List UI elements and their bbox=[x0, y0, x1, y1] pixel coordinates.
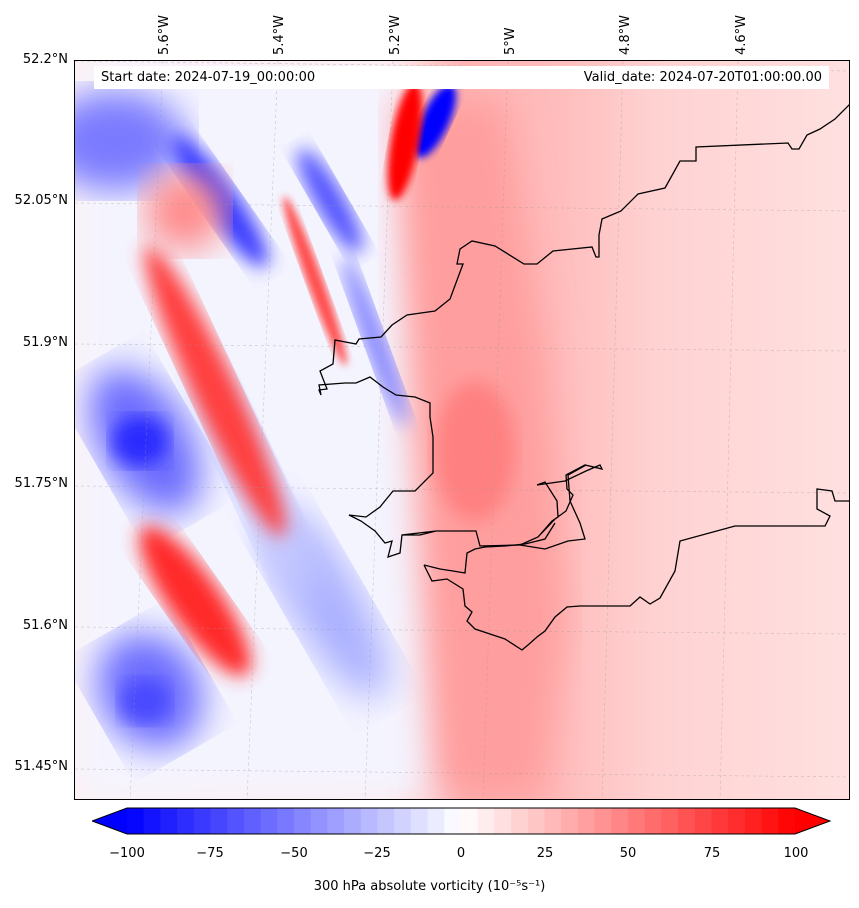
colorbar-cell bbox=[127, 808, 145, 834]
colorbar-cell bbox=[644, 808, 662, 834]
lat-label-51.9: 51.9°N bbox=[22, 335, 68, 350]
colorbar-tick-neg50: −50 bbox=[280, 846, 308, 861]
field-negative-jet bbox=[413, 84, 457, 158]
colorbar-label: 300 hPa absolute vorticity (10⁻⁵s⁻¹) bbox=[313, 879, 546, 894]
colorbar-cell bbox=[577, 808, 596, 834]
field-positive-core bbox=[435, 381, 515, 521]
colorbar-extend-min bbox=[92, 808, 127, 834]
colorbar-cell bbox=[344, 808, 362, 834]
date-annotation-box: Start date: 2024-07-19_00:00:00 Valid_da… bbox=[94, 66, 829, 89]
colorbar-cell bbox=[177, 808, 195, 834]
vorticity-field bbox=[75, 61, 849, 799]
colorbar-extend-max bbox=[795, 808, 830, 834]
colorbar-cell bbox=[628, 808, 646, 834]
start-date-label: Start date: 2024-07-19_00:00:00 bbox=[101, 70, 316, 85]
colorbar-cell bbox=[544, 808, 562, 834]
colorbar-cell bbox=[594, 808, 612, 834]
colorbar-cell bbox=[678, 808, 696, 834]
lat-label-52.05: 52.05°N bbox=[14, 193, 68, 208]
colorbar-cell bbox=[611, 808, 629, 834]
colorbar bbox=[92, 807, 832, 835]
colorbar-tick-75: 75 bbox=[703, 846, 721, 861]
colorbar-cell bbox=[728, 808, 746, 834]
colorbar-cell bbox=[494, 808, 512, 834]
field-negative-core bbox=[112, 416, 168, 466]
lon-label-5w: 5°W bbox=[503, 27, 518, 55]
colorbar-cells bbox=[127, 808, 796, 834]
lon-label-5.4w: 5.4°W bbox=[272, 14, 287, 55]
lon-label-4.8w: 4.8°W bbox=[618, 14, 633, 55]
colorbar-cell bbox=[260, 808, 278, 834]
field-negative-nw bbox=[75, 91, 185, 191]
colorbar-tick-neg100: −100 bbox=[109, 846, 145, 861]
field-positive-streak-3 bbox=[283, 196, 347, 366]
field-positive-max bbox=[387, 81, 423, 201]
lon-label-5.6w: 5.6°W bbox=[157, 14, 172, 55]
colorbar-tick-neg75: −75 bbox=[196, 846, 224, 861]
field-negative-streak-2 bbox=[297, 148, 363, 254]
colorbar-cell bbox=[477, 808, 495, 834]
colorbar-tick-100: 100 bbox=[783, 846, 809, 861]
coastline bbox=[318, 104, 849, 651]
field-positive-streak-1 bbox=[144, 245, 286, 537]
lat-label-51.6: 51.6°N bbox=[22, 618, 68, 633]
valid-date-label: Valid_date: 2024-07-20T01:00:00.00 bbox=[583, 70, 822, 85]
colorbar-cell bbox=[277, 808, 295, 834]
map-panel bbox=[74, 60, 850, 800]
colorbar-cell bbox=[761, 808, 779, 834]
colorbar-outline bbox=[92, 807, 832, 835]
field-positive-streak-2 bbox=[139, 525, 251, 677]
colorbar-cell bbox=[427, 808, 445, 834]
colorbar-cell bbox=[527, 808, 546, 834]
lat-label-51.75: 51.75°N bbox=[14, 476, 68, 491]
colorbar-cell bbox=[360, 808, 379, 834]
colorbar-cell bbox=[160, 808, 178, 834]
colorbar-cell bbox=[377, 808, 395, 834]
field-negative-sw bbox=[120, 679, 170, 723]
colorbar-cell bbox=[694, 808, 713, 834]
colorbar-tick-0: 0 bbox=[456, 846, 466, 861]
lat-label-52.2: 52.2°N bbox=[22, 52, 68, 67]
colorbar-cell bbox=[711, 808, 729, 834]
colorbar-cell bbox=[243, 808, 262, 834]
colorbar-cell bbox=[444, 808, 462, 834]
field-positive-lobe bbox=[145, 171, 225, 251]
colorbar-cell bbox=[210, 808, 228, 834]
colorbar-cell bbox=[327, 808, 345, 834]
colorbar-cell bbox=[143, 808, 161, 834]
colorbar-tick-25: 25 bbox=[536, 846, 554, 861]
colorbar-cell bbox=[744, 808, 763, 834]
colorbar-cell bbox=[778, 808, 796, 834]
colorbar-tick-50: 50 bbox=[619, 846, 637, 861]
colorbar-cell bbox=[561, 808, 579, 834]
colorbar-cell bbox=[310, 808, 328, 834]
lat-label-51.45: 51.45°N bbox=[14, 759, 68, 774]
lon-label-4.6w: 4.6°W bbox=[734, 14, 749, 55]
field-negative-streak-3 bbox=[342, 256, 408, 426]
colorbar-cell bbox=[193, 808, 212, 834]
colorbar-tick-neg25: −25 bbox=[363, 846, 391, 861]
colorbar-cell bbox=[394, 808, 412, 834]
colorbar-cell bbox=[511, 808, 529, 834]
colorbar-cell bbox=[227, 808, 245, 834]
colorbar-cell bbox=[461, 808, 479, 834]
colorbar-cell bbox=[410, 808, 429, 834]
colorbar-cell bbox=[661, 808, 679, 834]
colorbar-cell bbox=[294, 808, 312, 834]
lon-label-5.2w: 5.2°W bbox=[388, 14, 403, 55]
